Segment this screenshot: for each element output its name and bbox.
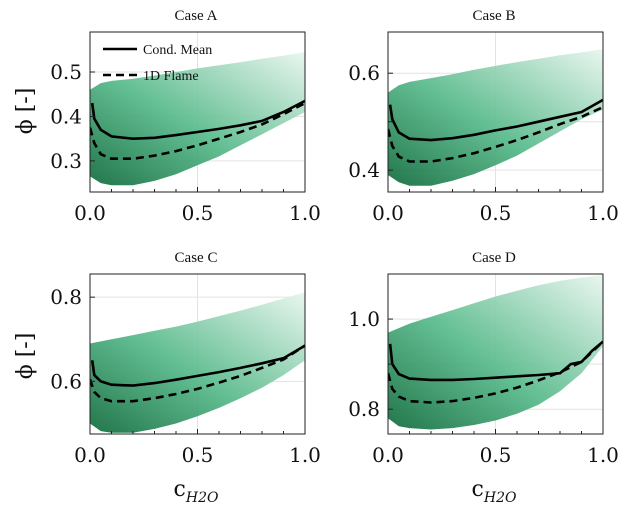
y-tick-label: 0.8 xyxy=(50,285,82,309)
ylabel-top: ϕ [-] xyxy=(13,88,38,135)
x-tick-label: 1.0 xyxy=(587,443,619,467)
ylabel-bottom: ϕ [-] xyxy=(13,333,38,380)
legend-label-mean: Cond. Mean xyxy=(143,43,212,58)
legend: Cond. Mean 1D Flame xyxy=(103,43,212,84)
series-line-cond-mean xyxy=(90,99,305,141)
x-tick-label: 0.0 xyxy=(372,201,404,225)
scatter-density-area xyxy=(388,274,603,430)
xlabel-left: cH2O xyxy=(174,477,219,506)
panel-case-c: 0.0 0.5 1.0 0.6 0.8 xyxy=(50,273,321,467)
panel-title-case-d: Case D xyxy=(472,250,516,266)
series-line-1d-flame xyxy=(90,101,305,160)
y-tick-label: 0.4 xyxy=(50,104,82,128)
y-tick-label: 0.6 xyxy=(348,61,380,85)
x-tick-label: 1.0 xyxy=(587,201,619,225)
x-tick-label: 1.0 xyxy=(289,443,321,467)
legend-label-flame: 1D Flame xyxy=(143,69,199,84)
y-tick-label: 0.8 xyxy=(348,397,380,421)
x-tick-label: 0.5 xyxy=(480,443,512,467)
scatter-density-area xyxy=(90,52,305,186)
panel-title-case-a: Case A xyxy=(175,8,218,24)
series-line-1d-flame xyxy=(388,340,603,404)
scatter-density-area xyxy=(90,292,305,433)
series-line-cond-mean xyxy=(90,344,305,387)
panel-case-a: 0.0 0.5 1.0 0.3 0.4 0.5 xyxy=(50,31,321,225)
scatter-density-area xyxy=(388,49,603,186)
y-tick-label: 0.5 xyxy=(50,60,82,84)
panel-case-d: 0.0 0.5 1.0 0.8 1.0 xyxy=(348,273,619,467)
x-tick-label: 0.0 xyxy=(74,443,106,467)
y-tick-label: 0.4 xyxy=(348,158,380,182)
series-line-cond-mean xyxy=(388,98,603,142)
series-line-1d-flame xyxy=(90,344,305,403)
y-tick-label: 1.0 xyxy=(348,307,380,331)
x-tick-label: 0.5 xyxy=(182,443,214,467)
panel-title-case-b: Case B xyxy=(473,8,516,24)
y-tick-label: 0.3 xyxy=(50,149,82,173)
xlabel-right: cH2O xyxy=(472,477,517,506)
y-tick-label: 0.6 xyxy=(50,369,82,393)
panel-title-case-c: Case C xyxy=(175,250,218,266)
x-tick-label: 0.0 xyxy=(372,443,404,467)
x-tick-label: 1.0 xyxy=(289,201,321,225)
x-tick-label: 0.5 xyxy=(182,201,214,225)
x-tick-label: 0.5 xyxy=(480,201,512,225)
series-line-1d-flame xyxy=(388,106,603,163)
x-tick-label: 0.0 xyxy=(74,201,106,225)
panel-case-b: 0.0 0.5 1.0 0.4 0.6 xyxy=(348,31,619,225)
